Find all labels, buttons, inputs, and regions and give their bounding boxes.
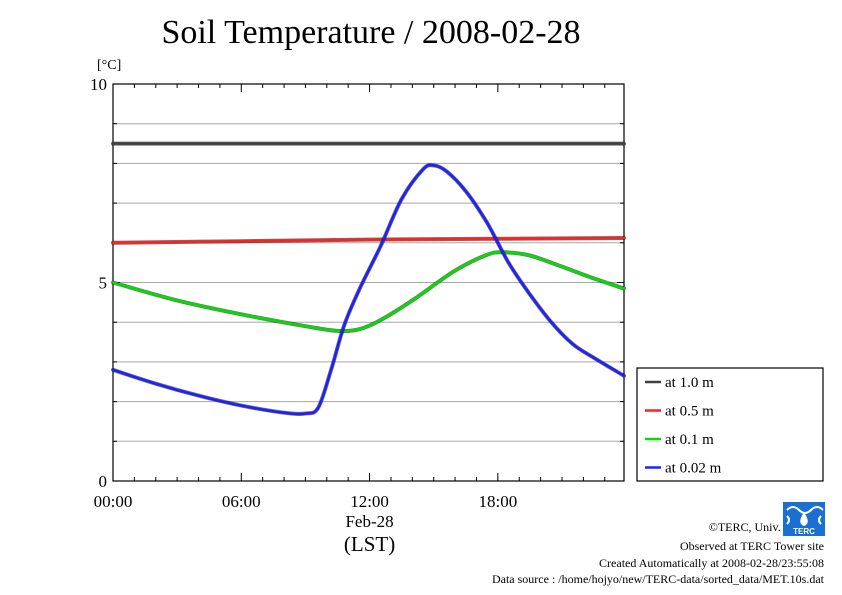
- y-tick-label-10: 10: [90, 75, 107, 94]
- series-line-shadow-3: [111, 163, 626, 416]
- x-tick-label-1200: 12:00: [350, 492, 389, 511]
- footer-created: Created Automatically at 2008-02-28/23:5…: [599, 556, 824, 570]
- series-line-1: [111, 236, 626, 245]
- x-axis-timezone-label: (LST): [344, 532, 395, 556]
- chart-title: Soil Temperature / 2008-02-28: [161, 14, 581, 51]
- y-tick-label-0: 0: [99, 472, 108, 491]
- legend-label-1: at 0.5 m: [665, 404, 714, 420]
- x-tick-label-1800: 18:00: [478, 492, 517, 511]
- legend-label-3: at 0.02 m: [665, 461, 722, 477]
- footer-site: Observed at TERC Tower site: [679, 539, 824, 553]
- x-tick-label-0000: 00:00: [94, 492, 133, 511]
- y-axis-label: [°C]: [97, 58, 121, 73]
- logo-text: TERC: [793, 527, 815, 536]
- series-line-2: [111, 250, 626, 333]
- x-tick-label-0600: 06:00: [222, 492, 261, 511]
- terc-logo-icon: TERC: [783, 502, 825, 536]
- series-line-3: [111, 163, 626, 416]
- footer-data-source: Data source : /home/hojyo/new/TERC-data/…: [491, 572, 824, 586]
- legend-box: [636, 367, 824, 482]
- legend-label-0: at 1.0 m: [665, 375, 714, 391]
- legend-label-2: at 0.1 m: [665, 432, 714, 448]
- x-axis-date-label: Feb-28: [345, 512, 393, 531]
- y-tick-label-5: 5: [99, 274, 108, 293]
